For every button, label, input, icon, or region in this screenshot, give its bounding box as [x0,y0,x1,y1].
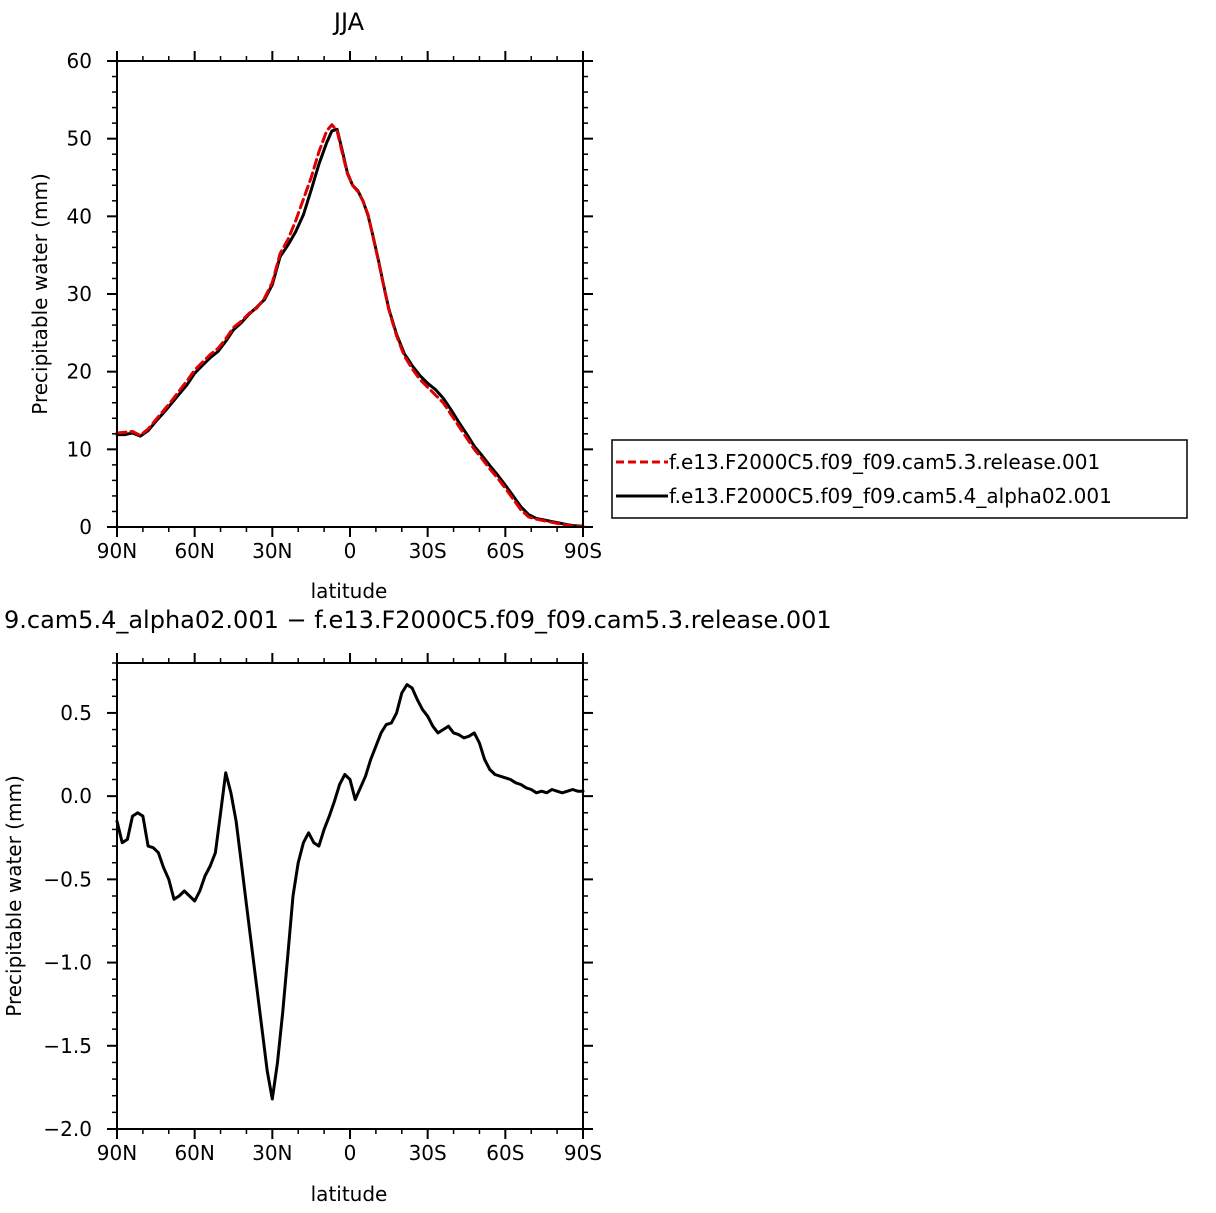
legend-frame [611,439,1188,519]
legend-label-cam54: f.e13.F2000C5.f09_f09.cam5.4_alpha02.001 [669,484,1112,508]
top-line-chart: JJA 90N 60N 30N 0 30S 60S 90S 0 10 20 30 40 50 60 lat… [28,8,602,603]
bottom-chart-title: 9.cam5.4_alpha02.001 − f.e13.F2000C5.f09… [4,606,832,634]
y-tick-label: −1.0 [43,951,92,975]
y-tick-label: −1.5 [43,1034,92,1058]
x-tick-label: 30S [409,539,447,563]
x-tick-label: 30N [252,1141,292,1165]
top-plot-frame [116,60,584,528]
bottom-y-axis-title: Precipitable water (mm) [2,775,26,1017]
x-tick-label: 60S [486,539,524,563]
x-tick-label: 90N [97,539,137,563]
series-line-black [115,127,585,528]
y-tick-label: 0.5 [60,701,92,725]
x-tick-label: 60N [174,1141,214,1165]
y-tick-label: 40 [67,204,92,228]
legend-label-cam53: f.e13.F2000C5.f09_f09.cam5.3.release.001 [669,450,1100,474]
x-tick-label: 30N [252,539,292,563]
bottom-difference-chart: 9.cam5.4_alpha02.001 − f.e13.F2000C5.f09… [2,606,832,1206]
y-tick-label: 50 [67,127,92,151]
x-tick-label: 0 [344,539,357,563]
y-tick-label: 30 [67,282,92,306]
x-tick-label: 90S [564,1141,602,1165]
y-tick-label: 10 [67,437,92,461]
x-tick-label: 60S [486,1141,524,1165]
y-tick-label: 0.0 [60,784,92,808]
y-tick-label: −2.0 [43,1117,92,1141]
x-tick-label: 90S [564,539,602,563]
series-line-red-dashed [115,123,585,529]
y-tick-label: 60 [67,49,92,73]
x-tick-label: 60N [174,539,214,563]
top-y-axis-title: Precipitable water (mm) [28,173,52,415]
y-tick-label: 0 [79,515,92,539]
x-tick-label: 90N [97,1141,137,1165]
top-chart-title: JJA [332,8,365,36]
bottom-plot-frame [116,662,584,1130]
x-tick-label: 30S [409,1141,447,1165]
top-x-axis-title: latitude [311,579,388,603]
bottom-x-axis-title: latitude [311,1182,388,1206]
y-tick-label: −0.5 [43,867,92,891]
x-tick-label: 0 [344,1141,357,1165]
legend: f.e13.F2000C5.f09_f09.cam5.3.release.001… [611,439,1188,519]
y-tick-label: 20 [67,360,92,384]
series-line-black [115,683,585,1101]
